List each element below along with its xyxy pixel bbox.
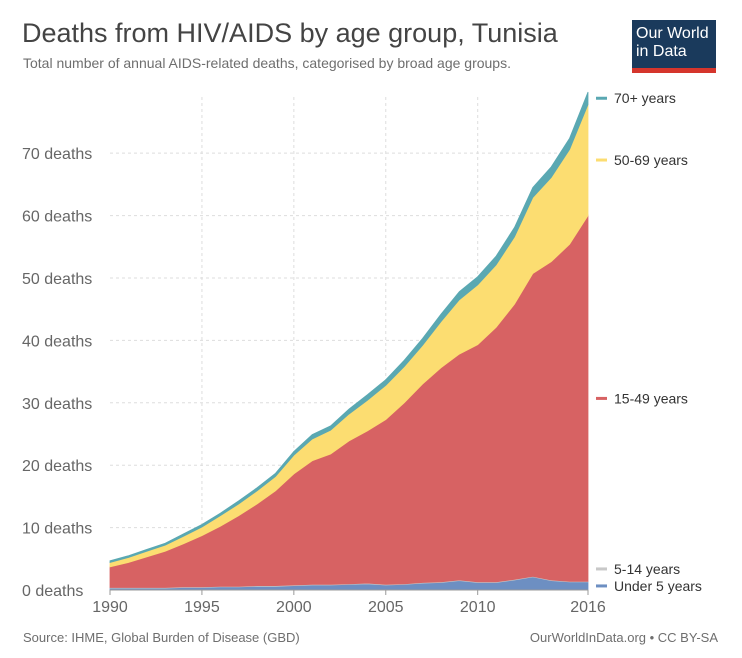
x-tick-label: 1995: [184, 599, 220, 616]
x-tick-label: 2005: [368, 599, 404, 616]
y-tick-label: 50 deaths: [22, 271, 92, 288]
y-tick-label: 60 deaths: [22, 209, 92, 226]
y-tick-label: 10 deaths: [22, 521, 92, 538]
y-tick-label: 30 deaths: [22, 396, 92, 413]
axes: 0 deaths 10 deaths 20 deaths 30 deaths 40 de…: [22, 146, 606, 616]
chart-subtitle: Total number of annual AIDS-related deat…: [23, 55, 511, 71]
y-tick-label: 0 deaths: [22, 583, 83, 600]
legend-label-15-49-years: 15-49 years: [614, 390, 688, 406]
license-note[interactable]: OurWorldInData.org • CC BY-SA: [529, 630, 718, 645]
x-tick-label: 1990: [92, 599, 128, 616]
legend-label-50-69-years: 50-69 years: [614, 152, 688, 168]
owid-logo[interactable]: Our World in Data: [632, 20, 716, 73]
x-tick-label: 2000: [276, 599, 312, 616]
x-tick-label: 2010: [460, 599, 496, 616]
source-note[interactable]: Source: IHME, Global Burden of Disease (…: [23, 630, 300, 645]
y-tick-label: 40 deaths: [22, 333, 92, 350]
logo-line-1: Our World: [636, 25, 709, 42]
stacked-areas: [109, 91, 589, 591]
y-tick-label: 70 deaths: [22, 146, 92, 163]
x-tick-label: 2016: [570, 599, 606, 616]
legend-label-under-5-years: Under 5 years: [614, 578, 702, 594]
chart-title: Deaths from HIV/AIDS by age group, Tunis…: [22, 18, 558, 48]
area-70-years: [109, 91, 589, 564]
logo-line-2: in Data: [636, 43, 687, 60]
y-tick-label: 20 deaths: [22, 458, 92, 475]
legend-label-5-14-years: 5-14 years: [614, 561, 680, 577]
legend-label-70-years: 70+ years: [614, 90, 676, 106]
